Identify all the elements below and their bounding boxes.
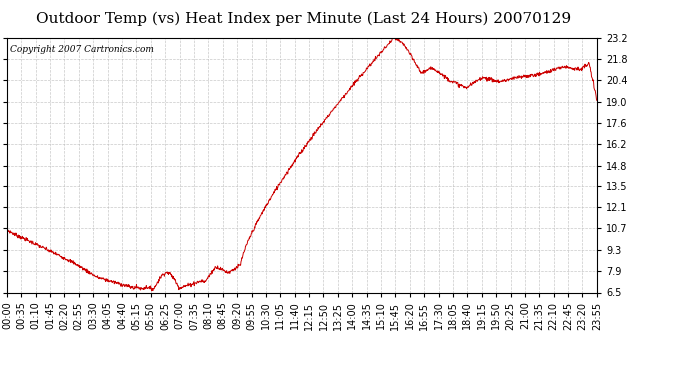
Text: Outdoor Temp (vs) Heat Index per Minute (Last 24 Hours) 20070129: Outdoor Temp (vs) Heat Index per Minute … — [36, 11, 571, 26]
Text: Copyright 2007 Cartronics.com: Copyright 2007 Cartronics.com — [10, 45, 154, 54]
